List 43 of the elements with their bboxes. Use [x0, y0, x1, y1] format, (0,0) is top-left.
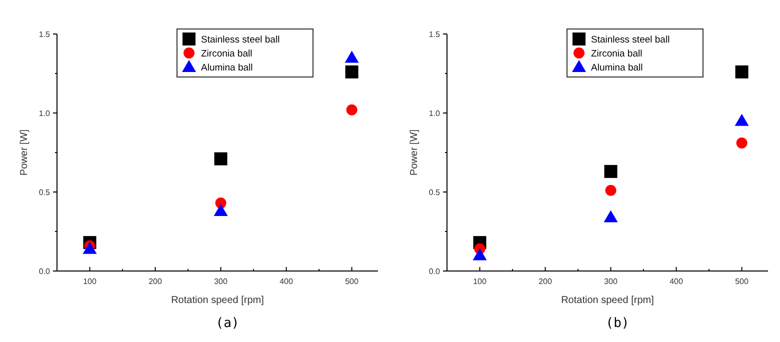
x-tick-label: 400 [280, 277, 294, 286]
text: 0.0 [428, 266, 440, 276]
y-axis-title: Power [W] [409, 129, 420, 176]
y-tick-label: 1.0 [38, 108, 51, 118]
x-tick-label: 500 [735, 277, 750, 286]
point [345, 65, 358, 78]
text: (b) [606, 316, 630, 331]
x-tick-label: 200 [538, 277, 552, 286]
x-tick-label: 500 [345, 277, 360, 286]
x-tick-label: 400 [670, 277, 684, 286]
point [734, 114, 749, 126]
y-tick-label: 1.5 [428, 30, 441, 39]
point [344, 50, 359, 63]
point [472, 248, 487, 260]
point [605, 184, 616, 196]
point [736, 138, 748, 149]
x-axis-title: Rotation speed [rpm] [561, 295, 654, 306]
x-tick-label: 300 [604, 277, 618, 286]
x-tick-label: 200 [148, 277, 162, 286]
y-tick-label: 0.5 [38, 188, 51, 197]
point [604, 210, 618, 222]
point [604, 164, 618, 178]
x-axis-title: Rotation speed [rpm] [171, 295, 264, 306]
text: 0.0 [38, 266, 50, 276]
legend-label: Alumina ball [591, 62, 643, 74]
x-tick-label: 300 [214, 277, 228, 286]
legend-label: Zirconia ball [201, 48, 252, 60]
legend-label: Stainless steel ball [201, 34, 280, 46]
legend-label: Stainless steel ball [591, 34, 670, 46]
y-tick-label: 1.0 [428, 108, 441, 118]
legend-label: Zirconia ball [591, 48, 642, 60]
y-axis-title: Power [W] [19, 129, 30, 176]
x-tick-label: 100 [83, 277, 97, 286]
point [346, 104, 358, 116]
x-tick-label: 100 [473, 277, 487, 286]
text: (a) [216, 316, 240, 331]
point [735, 65, 748, 78]
point [214, 204, 228, 216]
y-tick-label: 1.5 [38, 30, 51, 39]
point [214, 152, 228, 166]
y-tick-label: 0.5 [428, 188, 441, 197]
legend-label: Alumina ball [201, 62, 253, 74]
point [82, 242, 97, 254]
